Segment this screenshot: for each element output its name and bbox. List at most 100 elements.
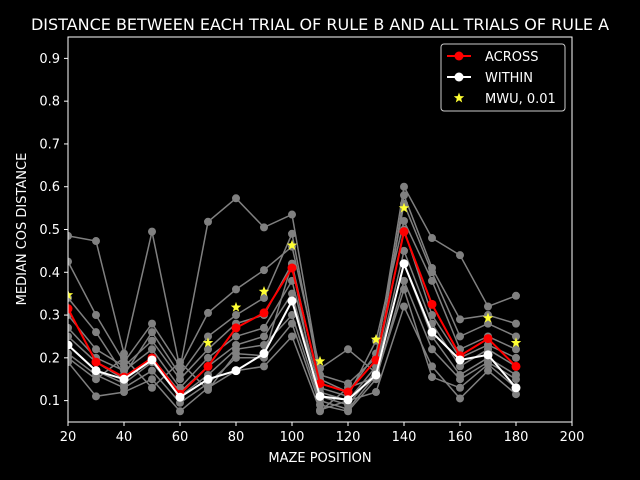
across-point [231,323,241,333]
trial-point [120,388,128,397]
within-point [483,350,493,360]
trial-point [484,360,492,369]
within-point [343,395,353,405]
trial-point [260,362,268,371]
x-tick-label: 40 [116,430,133,445]
trial-point [232,349,240,358]
significance-star [370,333,382,344]
trial-point [400,191,408,200]
within-point [203,374,213,384]
legend-label: WITHIN [485,71,533,86]
x-tick-label: 140 [392,430,417,445]
legend-within-marker [454,72,464,82]
trial-point [400,182,408,191]
y-tick-label: 0.9 [39,52,60,67]
x-tick-label: 160 [448,430,473,445]
legend-across-marker [454,51,464,61]
trial-point [260,293,268,302]
y-tick-label: 0.4 [39,266,60,281]
trial-point [456,251,464,260]
trial-point [456,315,464,324]
trial-point [428,276,436,285]
trial-point [512,375,520,384]
significance-star [286,239,298,250]
trial-point [288,319,296,328]
within-point [259,349,269,359]
trial-point [232,311,240,320]
trial-point [512,319,520,328]
significance-star [202,337,214,348]
trial-point [92,328,100,337]
trial-point [400,302,408,311]
trial-point [232,332,240,341]
legend-mwu-0-01-marker [453,92,465,103]
within-point [287,296,297,306]
y-axis-label: MEDIAN COS DISTANCE [15,153,30,306]
trial-point [148,319,156,328]
y-tick-label: 0.3 [39,309,60,324]
x-tick-label: 20 [60,430,77,445]
chart-title: DISTANCE BETWEEN EACH TRIAL OF RULE B AN… [31,15,609,34]
within-point [399,259,409,269]
trial-point [484,366,492,375]
y-tick-label: 0.1 [39,394,60,409]
trial-point [176,407,184,416]
x-tick-label: 180 [504,430,529,445]
across-point [343,387,353,397]
x-tick-label: 100 [280,430,305,445]
across-point [203,361,213,371]
trial-point [204,217,212,226]
trial-point [484,302,492,311]
trial-point [148,383,156,392]
across-point [68,304,73,314]
trial-point [456,394,464,403]
trial-point [92,375,100,384]
trial-point [92,345,100,354]
trial-point [456,383,464,392]
trial-point [148,366,156,375]
x-axis-label: MAZE POSITION [268,451,371,466]
trial-point [288,332,296,341]
trial-point [512,353,520,362]
legend-box [440,43,566,112]
x-tick-label: 200 [560,430,585,445]
trial-point [68,353,72,362]
significance-star [230,301,242,312]
trial-point [148,345,156,354]
significance-star [68,289,74,300]
trial-point [260,323,268,332]
trial-point [512,345,520,354]
across-point [91,357,101,367]
trial-point [92,311,100,320]
trial-point [344,345,352,354]
trial-point [288,289,296,298]
across-point [399,227,409,237]
trial-point [68,257,72,266]
trial-point [428,234,436,243]
trial-point [148,375,156,384]
plot-area [68,182,522,416]
trial-point [400,285,408,294]
trial-point [176,358,184,367]
significance-star [398,202,410,213]
trial-point [204,332,212,341]
within-point [68,340,73,350]
within-point [371,370,381,380]
y-tick-label: 0.2 [39,351,60,366]
trial-point [260,223,268,232]
trial-point [484,319,492,328]
trial-point [400,216,408,225]
trial-point [456,375,464,384]
trial-point [120,366,128,375]
across-point [427,299,437,309]
within-point [119,374,129,384]
trial-point [120,353,128,362]
trial-point [512,390,520,399]
trial-point [260,266,268,275]
x-tick-label: 80 [228,430,245,445]
trial-point [204,353,212,362]
trial-point [456,362,464,371]
across-point [287,263,297,273]
within-point [175,392,185,402]
axes: 20 40 60 80 100 120 140 160 180 200 0.1 0.2 0.3 0.4 0.… [39,36,585,445]
